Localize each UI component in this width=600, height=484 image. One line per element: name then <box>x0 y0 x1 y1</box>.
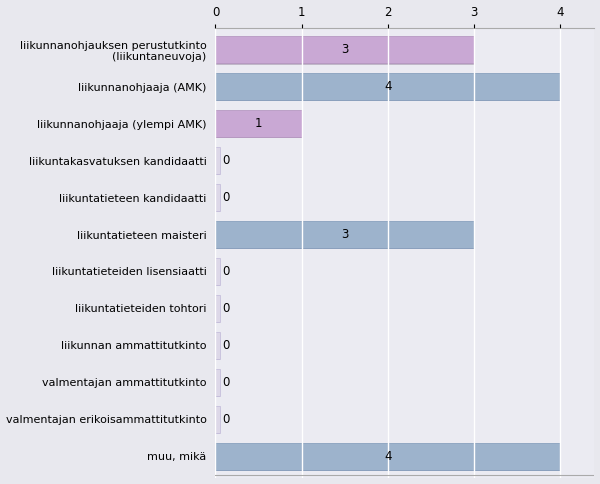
Text: 0: 0 <box>223 413 230 426</box>
Bar <box>215 184 220 211</box>
Bar <box>215 221 474 248</box>
Bar <box>215 332 220 359</box>
Bar <box>215 186 220 212</box>
Bar <box>215 74 560 100</box>
Text: 0: 0 <box>223 302 230 315</box>
Bar <box>215 75 560 102</box>
Bar <box>215 36 474 63</box>
Text: 0: 0 <box>223 339 230 352</box>
Bar <box>215 408 220 434</box>
Bar <box>215 406 220 433</box>
Bar <box>215 38 474 64</box>
Bar <box>215 444 560 471</box>
Text: 0: 0 <box>223 191 230 204</box>
Bar <box>215 443 560 469</box>
Bar <box>215 223 474 249</box>
Text: 3: 3 <box>341 43 349 56</box>
Bar <box>215 369 220 395</box>
Bar <box>215 110 302 137</box>
Bar <box>215 333 220 360</box>
Text: 0: 0 <box>223 265 230 278</box>
Bar <box>215 149 220 175</box>
Text: 3: 3 <box>341 228 349 241</box>
Text: 0: 0 <box>223 154 230 167</box>
Bar <box>215 297 220 323</box>
Bar <box>215 259 220 286</box>
Bar <box>215 147 220 174</box>
Text: 1: 1 <box>255 117 262 130</box>
Text: 4: 4 <box>384 450 391 463</box>
Bar <box>215 295 220 322</box>
Bar <box>215 258 220 285</box>
Text: 0: 0 <box>223 376 230 389</box>
Bar <box>215 371 220 397</box>
Bar <box>215 112 302 138</box>
Text: 4: 4 <box>384 80 391 93</box>
